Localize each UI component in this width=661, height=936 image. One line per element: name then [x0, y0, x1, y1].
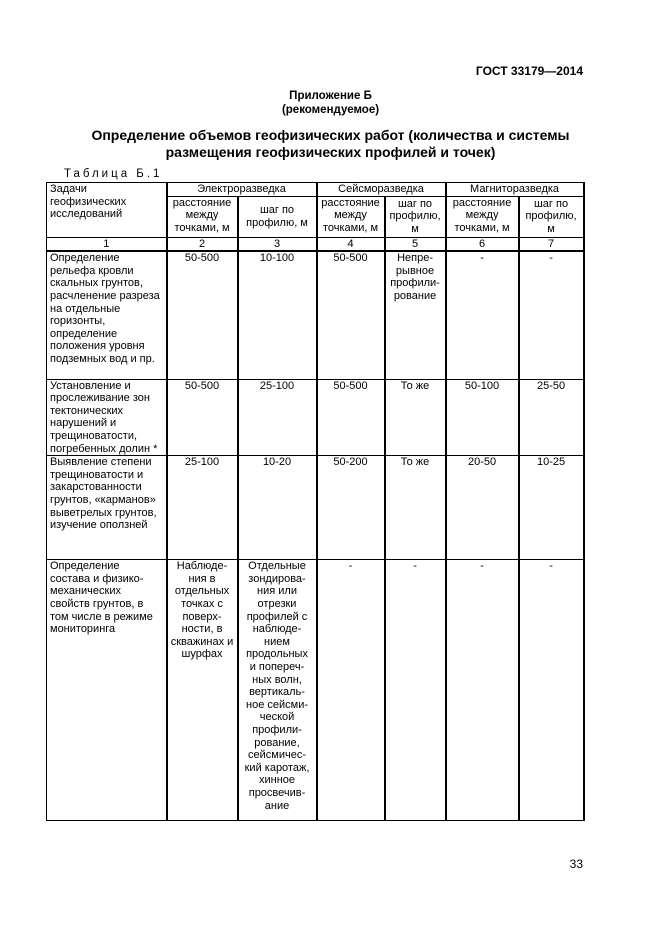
- subheader-cell: шаг по профилю, м: [236, 195, 318, 238]
- value-cell: 50-500: [315, 250, 386, 380]
- table-label: Таблица Б.1: [64, 168, 163, 180]
- value-cell: То же: [383, 455, 447, 561]
- value-cell: 10-100: [236, 250, 318, 380]
- subheader-cell: расстояние между точками, м: [165, 195, 239, 238]
- table-row: Установление и прослеживание зон тектони…: [46, 378, 585, 457]
- value-cell: 50-500: [315, 378, 386, 457]
- task-cell: Установление и прослеживание зон тектони…: [46, 378, 167, 457]
- value-cell: -: [383, 559, 447, 822]
- value-cell: 10-20: [236, 455, 318, 561]
- group-header: Магниторазведка: [444, 182, 585, 197]
- value-cell: 25-100: [165, 455, 239, 561]
- value-cell: -: [444, 559, 520, 822]
- column-number: 2: [165, 236, 239, 253]
- group-header: Электроразведка: [165, 182, 318, 197]
- value-cell: Наблюде-ния в отдельных точках с поверх-…: [165, 559, 239, 822]
- subheader-cell: расстояние между точками, м: [315, 195, 386, 238]
- task-cell: Определение состава и физико-механически…: [46, 559, 167, 822]
- value-cell: 25-50: [517, 378, 585, 457]
- task-cell: Выявление степени трещиноватости и закар…: [46, 455, 167, 561]
- survey-table: Задачи геофизических исследований Электр…: [46, 182, 585, 822]
- subheader-cell: шаг по профилю, м: [517, 195, 585, 238]
- value-cell: -: [315, 559, 386, 822]
- task-header: Задачи геофизических исследований: [46, 182, 167, 238]
- value-cell: Отдельные зондирова-ния или отрезки проф…: [236, 559, 318, 822]
- value-cell: Непре-рывное профили-рование: [383, 250, 447, 380]
- task-cell: Определение рельефа кровли скальных грун…: [46, 250, 167, 380]
- value-cell: 50-500: [165, 250, 239, 380]
- page-title: Определение объемов геофизических работ …: [91, 127, 570, 160]
- column-number: 1: [46, 236, 167, 253]
- table-row: Определение состава и физико-механически…: [46, 559, 585, 822]
- subheader-cell: шаг по профилю, м: [383, 195, 447, 238]
- value-cell: 20-50: [444, 455, 520, 561]
- column-number: 6: [444, 236, 520, 253]
- standard-number: ГОСТ 33179—2014: [475, 64, 583, 78]
- value-cell: 50-200: [315, 455, 386, 561]
- table-row: Выявление степени трещиноватости и закар…: [46, 455, 585, 561]
- value-cell: 10-25: [517, 455, 585, 561]
- value-cell: 50-100: [444, 378, 520, 457]
- annex-note: (рекомендуемое): [281, 104, 380, 116]
- column-number: 5: [383, 236, 447, 253]
- value-cell: 25-100: [236, 378, 318, 457]
- table-row: Определение рельефа кровли скальных грун…: [46, 250, 585, 380]
- value-cell: -: [517, 559, 585, 822]
- annex-title: Приложение Б: [289, 90, 372, 102]
- value-cell: 50-500: [165, 378, 239, 457]
- group-header: Сейсморазведка: [315, 182, 447, 197]
- value-cell: -: [517, 250, 585, 380]
- column-number: 7: [517, 236, 585, 253]
- page-number: 33: [569, 857, 583, 871]
- column-number: 3: [236, 236, 318, 253]
- column-number: 4: [315, 236, 386, 253]
- value-cell: То же: [383, 378, 447, 457]
- subheader-cell: расстояние между точками, м: [444, 195, 520, 238]
- value-cell: -: [444, 250, 520, 380]
